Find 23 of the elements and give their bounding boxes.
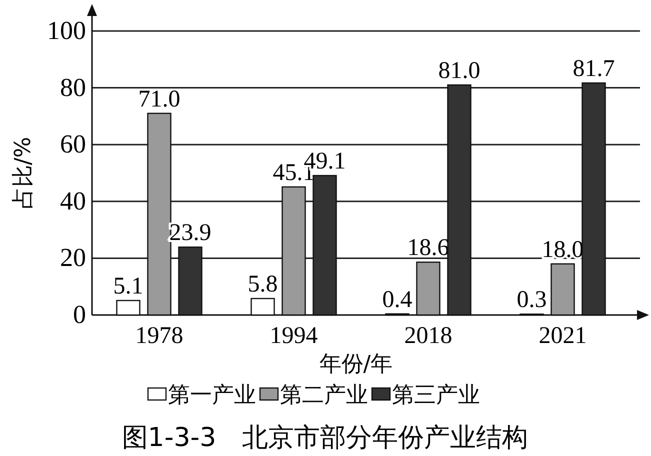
- y-tick-label: 60: [60, 130, 86, 159]
- y-tick-label: 100: [47, 16, 86, 45]
- y-tick-label: 40: [60, 186, 86, 216]
- data-label: 0.3: [516, 287, 547, 314]
- data-label: 81.7: [572, 56, 615, 82]
- y-tick-label: 80: [60, 72, 86, 102]
- legend-label: 第三产业: [392, 383, 480, 408]
- data-label: 81.0: [438, 58, 480, 84]
- legend-label: 第二产业: [280, 383, 368, 408]
- x-tick-label: 2021: [538, 323, 587, 349]
- data-label: 71.0: [138, 86, 180, 112]
- x-axis-title: 年份/年: [319, 352, 393, 377]
- caption: 图1-3-3 北京市部分年份产业结构: [122, 423, 528, 453]
- legend-label: 第一产业: [168, 383, 256, 408]
- y-tick-label: 20: [60, 243, 86, 272]
- data-label: 0.4: [382, 286, 412, 313]
- x-tick-label: 2018: [404, 323, 452, 349]
- x-tick-label: 1978: [135, 323, 184, 349]
- data-label: 5.8: [248, 272, 278, 298]
- x-tick-label: 1994: [270, 323, 318, 349]
- y-tick-label: 0: [73, 300, 86, 329]
- data-label: 5.1: [113, 274, 144, 300]
- y-axis-title: 占比/%: [11, 136, 36, 210]
